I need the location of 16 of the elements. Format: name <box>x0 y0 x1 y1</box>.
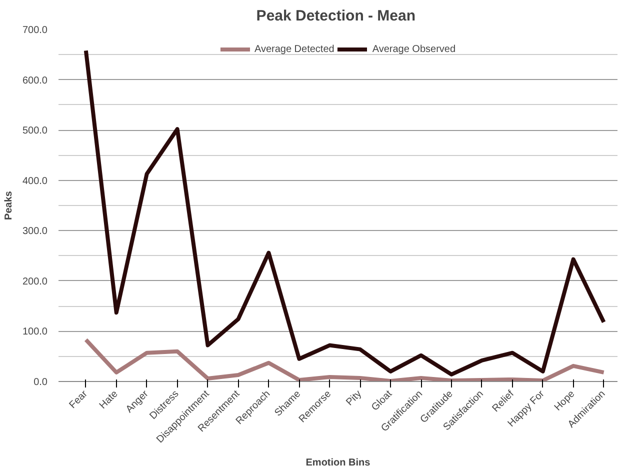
y-tick-label: 0.0 <box>34 377 48 388</box>
legend-label: Average Detected <box>254 44 334 54</box>
x-tick-label: Hate <box>98 388 121 412</box>
x-axis-title: Emotion Bins <box>306 457 371 468</box>
y-tick-label: 500.0 <box>22 126 48 137</box>
chart-title: Peak Detection - Mean <box>256 8 416 24</box>
y-tick-label: 600.0 <box>22 75 48 86</box>
y-tick-label: 200.0 <box>22 276 48 288</box>
y-axis-title: Peaks <box>3 190 14 220</box>
legend-label: Average Observed <box>372 44 456 54</box>
y-tick-label: 100.0 <box>22 326 48 338</box>
line-series <box>84 338 606 382</box>
y-tick-label: 300.0 <box>22 226 48 238</box>
y-tick-label: 400.0 <box>22 176 48 187</box>
y-tick-label: 700.0 <box>22 25 48 36</box>
x-tick-label: Pity <box>344 388 364 408</box>
